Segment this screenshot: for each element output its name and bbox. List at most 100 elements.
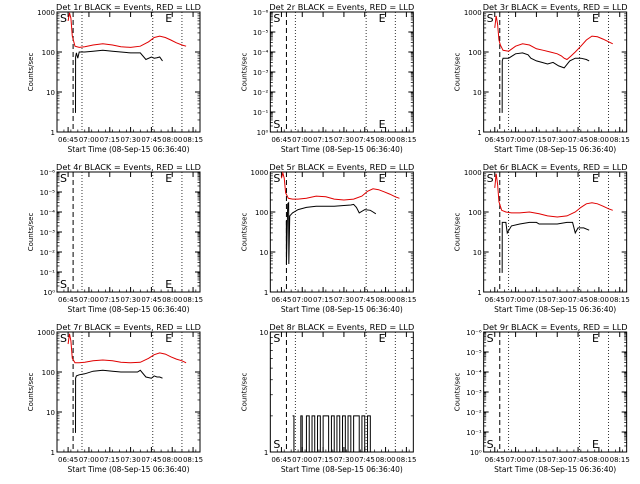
- x-tick-label: 06:45: [271, 136, 291, 144]
- series-lld-line: [67, 12, 187, 48]
- x-tick-label: 07:15: [526, 456, 546, 464]
- end-marker-bottom: E: [592, 438, 599, 451]
- y-tick-label: 10: [473, 249, 482, 257]
- x-tick-label: 08:00: [375, 456, 395, 464]
- plot-frame: [269, 331, 414, 453]
- y-tick-label: 10⁻⁶: [40, 169, 56, 177]
- plot-frame: [56, 171, 201, 293]
- x-tick-label: 07:45: [568, 136, 588, 144]
- panel-title: Det 8r BLACK = Events, RED = LLD: [269, 322, 414, 332]
- y-tick-label: 10⁻³: [466, 389, 482, 397]
- x-axis-label: Start Time (08-Sep-15 06:36:40): [281, 145, 403, 154]
- y-tick-label: 10: [46, 89, 55, 97]
- panel-title: Det 9r BLACK = Events, RED = LLD: [483, 322, 628, 332]
- end-marker-bottom: E: [165, 278, 172, 291]
- end-marker: E: [379, 332, 386, 345]
- x-tick-label: 08:15: [396, 296, 416, 304]
- x-tick-label: 07:00: [292, 296, 312, 304]
- x-tick-label: 07:30: [547, 456, 567, 464]
- x-tick-label: 07:15: [313, 456, 333, 464]
- x-tick-label: 07:00: [79, 136, 99, 144]
- x-tick-label: 07:45: [355, 136, 375, 144]
- start-marker: S: [273, 172, 280, 185]
- x-tick-label: 08:00: [375, 296, 395, 304]
- x-tick-label: 08:00: [162, 296, 182, 304]
- y-tick-label: 10⁻⁴: [40, 209, 56, 217]
- x-tick-label: 06:45: [58, 296, 78, 304]
- plot-frame: [269, 171, 414, 293]
- y-axis-label: Counts/sec: [454, 53, 462, 92]
- series-events-line: [501, 52, 590, 113]
- y-tick-label: 10: [259, 329, 268, 337]
- y-tick-label: 1: [264, 289, 268, 297]
- start-marker-bottom: S: [273, 118, 280, 131]
- y-tick-label: 1: [51, 129, 55, 137]
- x-tick-label: 07:30: [120, 136, 140, 144]
- plot-frame: [483, 331, 628, 453]
- y-axis-label: Counts/sec: [27, 213, 35, 252]
- y-tick-label: 10⁻⁶: [253, 9, 269, 17]
- y-axis-label: Counts/sec: [240, 53, 248, 92]
- start-marker: S: [487, 12, 494, 25]
- x-tick-label: 07:45: [141, 456, 161, 464]
- series-lld-line: [494, 15, 613, 61]
- end-marker: E: [379, 172, 386, 185]
- x-tick-label: 07:45: [355, 456, 375, 464]
- y-tick-label: 10⁻¹: [253, 109, 269, 117]
- y-tick-label: 100: [255, 209, 268, 217]
- panel-title: Det 1r BLACK = Events, RED = LLD: [56, 2, 201, 12]
- x-tick-label: 07:30: [334, 136, 354, 144]
- y-tick-label: 10⁻²: [253, 89, 269, 97]
- y-tick-label: 10⁻⁶: [466, 329, 482, 337]
- y-tick-label: 100: [42, 49, 55, 57]
- x-tick-label: 07:00: [292, 136, 312, 144]
- y-axis-label: Counts/sec: [454, 213, 462, 252]
- y-tick-label: 100: [468, 49, 481, 57]
- x-tick-label: 07:45: [355, 296, 375, 304]
- x-tick-label: 08:00: [589, 136, 609, 144]
- y-tick-label: 10: [259, 249, 268, 257]
- plot-frame: [56, 11, 201, 133]
- plot-frame: [269, 11, 414, 133]
- panel-title: Det 4r BLACK = Events, RED = LLD: [56, 162, 201, 172]
- start-marker: S: [273, 12, 280, 25]
- x-tick-label: 08:15: [396, 456, 416, 464]
- start-marker: S: [60, 332, 67, 345]
- y-axis-label: Counts/sec: [240, 213, 248, 252]
- x-tick-label: 06:45: [58, 136, 78, 144]
- x-tick-label: 07:15: [313, 136, 333, 144]
- x-tick-label: 07:30: [547, 296, 567, 304]
- y-axis-label: Counts/sec: [454, 373, 462, 412]
- x-tick-label: 07:30: [334, 456, 354, 464]
- y-tick-label: 10⁰: [257, 129, 269, 137]
- x-tick-label: 08:00: [589, 296, 609, 304]
- x-tick-label: 07:45: [568, 456, 588, 464]
- x-tick-label: 06:45: [485, 456, 505, 464]
- x-tick-label: 07:45: [141, 296, 161, 304]
- x-tick-label: 07:00: [79, 296, 99, 304]
- x-tick-label: 06:45: [271, 456, 291, 464]
- x-tick-label: 08:15: [610, 296, 630, 304]
- y-tick-label: 10: [473, 89, 482, 97]
- start-marker-bottom: S: [273, 438, 280, 451]
- series-events-line: [292, 415, 376, 453]
- x-tick-label: 08:15: [610, 456, 630, 464]
- x-axis-label: Start Time (08-Sep-15 06:36:40): [68, 465, 190, 474]
- y-tick-label: 10⁻⁵: [40, 189, 56, 197]
- panel-title: Det 2r BLACK = Events, RED = LLD: [269, 2, 414, 12]
- x-tick-label: 08:15: [610, 136, 630, 144]
- end-marker: E: [165, 332, 172, 345]
- series-events-line: [501, 221, 590, 273]
- end-marker: E: [592, 172, 599, 185]
- x-tick-label: 07:00: [505, 456, 525, 464]
- x-tick-label: 08:15: [183, 456, 203, 464]
- x-tick-label: 06:45: [271, 296, 291, 304]
- y-tick-label: 1000: [464, 169, 482, 177]
- x-tick-label: 07:15: [100, 296, 120, 304]
- y-tick-label: 10⁰: [470, 449, 482, 457]
- x-tick-label: 07:00: [79, 456, 99, 464]
- y-tick-label: 10⁻⁴: [466, 369, 482, 377]
- end-marker: E: [165, 12, 172, 25]
- y-axis-label: Counts/sec: [27, 373, 35, 412]
